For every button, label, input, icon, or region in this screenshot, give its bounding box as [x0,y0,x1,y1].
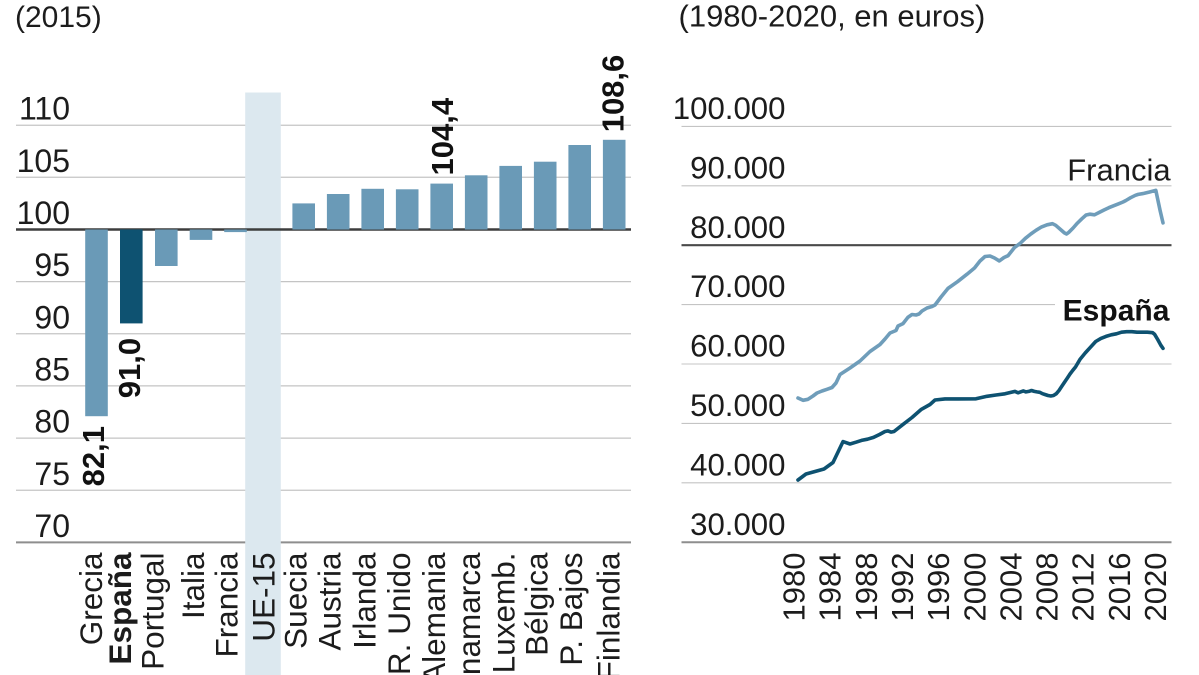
svg-text:Luxemb.: Luxemb. [486,553,522,674]
svg-text:70.000: 70.000 [690,269,785,304]
svg-text:105: 105 [17,143,70,179]
svg-text:108,6: 108,6 [596,55,631,133]
svg-text:Francia: Francia [209,552,245,658]
svg-text:Finlandia: Finlandia [590,552,626,675]
svg-text:R. Unido: R. Unido [381,553,417,675]
svg-text:100: 100 [17,195,70,231]
svg-text:90.000: 90.000 [690,150,785,185]
svg-text:80.000: 80.000 [690,210,785,245]
svg-text:Dinamarca: Dinamarca [451,552,487,675]
svg-text:España: España [1063,295,1170,328]
svg-text:1988: 1988 [849,553,884,622]
svg-text:Italia: Italia [175,552,211,619]
svg-text:30.000: 30.000 [690,507,785,542]
svg-text:2004: 2004 [993,553,1028,622]
svg-text:Irlanda: Irlanda [346,552,382,649]
svg-text:Portugal: Portugal [135,553,171,670]
svg-text:Alemania: Alemania [416,552,452,675]
svg-text:40.000: 40.000 [690,447,785,482]
svg-text:91,0: 91,0 [112,338,147,398]
svg-text:90: 90 [34,299,70,335]
svg-text:P. Bajos: P. Bajos [553,553,589,666]
svg-text:Bélgica: Bélgica [519,552,555,656]
svg-text:UE-15: UE-15 [245,553,281,642]
svg-text:2020: 2020 [1138,553,1173,622]
svg-text:Grecia: Grecia [73,552,109,645]
svg-text:España: España [102,552,138,665]
svg-text:1980: 1980 [777,553,812,622]
svg-text:100.000: 100.000 [673,91,786,126]
svg-text:1992: 1992 [885,553,920,622]
svg-text:2016: 2016 [1102,553,1137,622]
svg-text:85: 85 [34,351,70,387]
svg-text:(1980-2020, en euros): (1980-2020, en euros) [679,0,986,34]
svg-text:50.000: 50.000 [690,388,785,423]
svg-text:95: 95 [34,247,70,283]
svg-text:70: 70 [34,508,70,544]
svg-text:82,1: 82,1 [76,426,111,486]
svg-text:2008: 2008 [1030,553,1065,622]
svg-text:80: 80 [34,404,70,440]
svg-text:Francia: Francia [1067,153,1171,188]
svg-text:(2015): (2015) [15,1,102,34]
svg-text:75: 75 [34,456,70,492]
svg-text:1984: 1984 [813,553,848,622]
svg-text:110: 110 [19,91,70,127]
svg-text:Austria: Austria [312,552,348,651]
svg-text:1996: 1996 [921,553,956,622]
svg-text:2000: 2000 [957,553,992,622]
svg-text:2012: 2012 [1066,553,1101,622]
svg-text:Suecia: Suecia [278,552,314,649]
svg-text:104,4: 104,4 [425,97,460,175]
svg-text:60.000: 60.000 [690,329,785,364]
